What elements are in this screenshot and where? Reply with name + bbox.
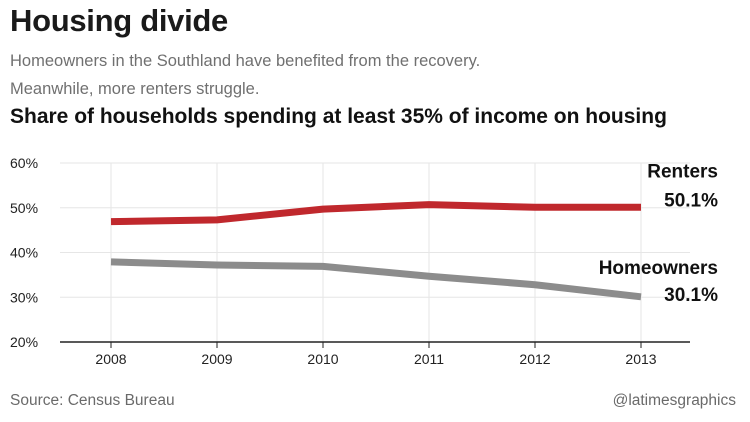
y-tick-label: 60% xyxy=(10,155,38,171)
y-tick-label: 20% xyxy=(10,334,38,350)
x-tick-label: 2009 xyxy=(201,351,232,367)
series-value-label: 30.1% xyxy=(664,285,718,306)
y-tick-label: 50% xyxy=(10,200,38,216)
label-layer: Renters 50.1% Homeowners 30.1% xyxy=(599,161,718,305)
series-value-label: 50.1% xyxy=(664,190,718,211)
credit-handle: @latimesgraphics xyxy=(612,392,736,409)
chart-title: Share of households spending at least 35… xyxy=(10,105,667,128)
grid-layer xyxy=(60,162,690,342)
y-tick-label: 30% xyxy=(10,289,38,305)
page-title: Housing divide xyxy=(10,3,228,38)
series-line-renters xyxy=(110,201,641,226)
x-tick-label: 2011 xyxy=(414,351,444,367)
axis-layer: 20% 30% 40% 50% 60% 2008 2009 2010 2011 2012 2013 xyxy=(10,155,690,367)
series-layer xyxy=(110,201,642,301)
series-name-label: Homeowners xyxy=(599,258,718,279)
subtitle-line-2: Meanwhile, more renters struggle. xyxy=(10,80,260,98)
x-tick-label: 2012 xyxy=(519,351,550,367)
x-tick-label: 2013 xyxy=(625,351,656,367)
subtitle-line-1: Homeowners in the Southland have benefit… xyxy=(10,52,481,70)
series-line-homeowners xyxy=(110,258,642,301)
source-note: Source: Census Bureau xyxy=(10,392,175,409)
x-tick-label: 2008 xyxy=(95,351,126,367)
series-name-label: Renters xyxy=(647,161,718,182)
y-tick-label: 40% xyxy=(10,245,38,261)
x-tick-label: 2010 xyxy=(307,351,338,367)
